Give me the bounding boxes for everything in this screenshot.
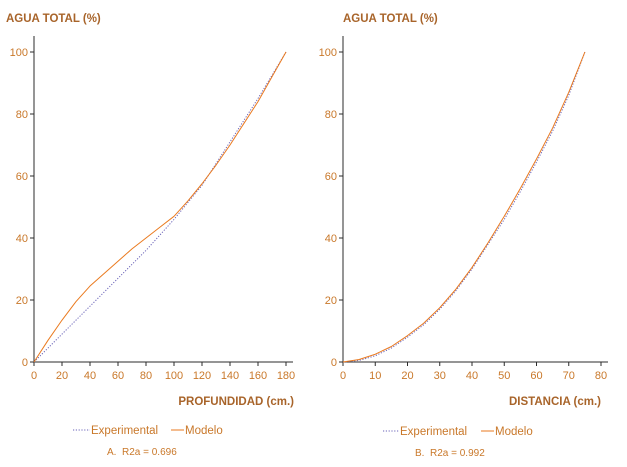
chart-b-y-tick-label: 80 bbox=[325, 109, 337, 121]
chart-a-caption: A. R2a = 0.696 bbox=[107, 447, 177, 458]
chart-a-y-ticks: 0 20 40 60 80 100 bbox=[10, 47, 34, 369]
chart-b-y-ticks: 0 20 40 60 80 100 bbox=[319, 47, 343, 369]
chart-b-x-tick-label: 10 bbox=[369, 370, 381, 382]
chart-b-y-tick-label: 0 bbox=[331, 357, 337, 369]
chart-b-x-axis-title: DISTANCIA (cm.) bbox=[509, 396, 601, 408]
chart-b-y-tick-label: 20 bbox=[325, 295, 337, 307]
chart-a-legend: Experimental Modelo bbox=[73, 425, 223, 437]
chart-b-y-tick-label: 100 bbox=[319, 47, 337, 59]
chart-a-series-modelo-line bbox=[33, 51, 287, 363]
chart-a-legend-modelo-label: Modelo bbox=[185, 425, 223, 437]
chart-b-series-modelo-line bbox=[342, 51, 586, 363]
chart-a-y-tick-label: 100 bbox=[10, 47, 28, 59]
chart-b-y-tick-label: 40 bbox=[325, 233, 337, 245]
chart-a-x-ticks: 0 20 40 60 80 100 120 140 160 180 bbox=[31, 362, 295, 382]
chart-a-x-tick-label: 160 bbox=[249, 370, 267, 382]
chart-a-y-tick-label: 80 bbox=[16, 109, 28, 121]
chart-a-y-tick-label: 20 bbox=[16, 295, 28, 307]
chart-b-x-tick-label: 40 bbox=[466, 370, 478, 382]
chart-a-x-tick-label: 80 bbox=[140, 370, 152, 382]
chart-b-legend-modelo-label: Modelo bbox=[495, 426, 533, 438]
chart-a-x-tick-label: 140 bbox=[221, 370, 239, 382]
chart-a-x-tick-label: 20 bbox=[56, 370, 68, 382]
chart-a-series-experimental-line bbox=[33, 51, 287, 363]
chart-b-y-tick-label: 60 bbox=[325, 171, 337, 183]
chart-a-x-tick-label: 60 bbox=[112, 370, 124, 382]
chart-a-x-tick-label: 40 bbox=[84, 370, 96, 382]
chart-a-x-tick-label: 0 bbox=[31, 370, 37, 382]
chart-a-series bbox=[33, 51, 287, 363]
chart-b-legend: Experimental Modelo bbox=[383, 426, 533, 438]
chart-b-x-tick-label: 80 bbox=[595, 370, 607, 382]
chart-a-x-tick-label: 120 bbox=[193, 370, 211, 382]
chart-b-x-tick-label: 20 bbox=[401, 370, 413, 382]
chart-b-x-tick-label: 70 bbox=[563, 370, 575, 382]
chart-a-x-axis-title: PROFUNDIDAD (cm.) bbox=[178, 396, 294, 408]
chart-a-x-tick-label: 180 bbox=[277, 370, 295, 382]
chart-b-y-axis-title: AGUA TOTAL (%) bbox=[343, 13, 438, 25]
chart-a-y-tick-label: 60 bbox=[16, 171, 28, 183]
chart-b-series-experimental-line bbox=[342, 51, 586, 363]
chart-b-caption: B. R2a = 0.992 bbox=[415, 448, 485, 459]
chart-b-x-tick-label: 60 bbox=[530, 370, 542, 382]
chart-b-legend-experimental-label: Experimental bbox=[400, 426, 467, 438]
chart-a-y-tick-label: 0 bbox=[22, 357, 28, 369]
chart-b: AGUA TOTAL (%) 0 20 40 60 80 100 0 10 20 30 40 50 6… bbox=[319, 13, 608, 459]
chart-b-x-tick-label: 0 bbox=[340, 370, 346, 382]
chart-b-x-tick-label: 30 bbox=[434, 370, 446, 382]
chart-a-y-tick-label: 40 bbox=[16, 233, 28, 245]
chart-a-x-tick-label: 100 bbox=[165, 370, 183, 382]
chart-b-series bbox=[342, 51, 586, 363]
chart-a-legend-experimental-label: Experimental bbox=[91, 425, 158, 437]
chart-b-x-tick-label: 50 bbox=[498, 370, 510, 382]
chart-b-x-ticks: 0 10 20 30 40 50 60 70 80 bbox=[340, 362, 607, 382]
chart-a-y-axis-title: AGUA TOTAL (%) bbox=[6, 13, 101, 25]
chart-a: AGUA TOTAL (%) 0 20 40 60 80 100 0 20 40 60 80 100… bbox=[6, 13, 295, 458]
